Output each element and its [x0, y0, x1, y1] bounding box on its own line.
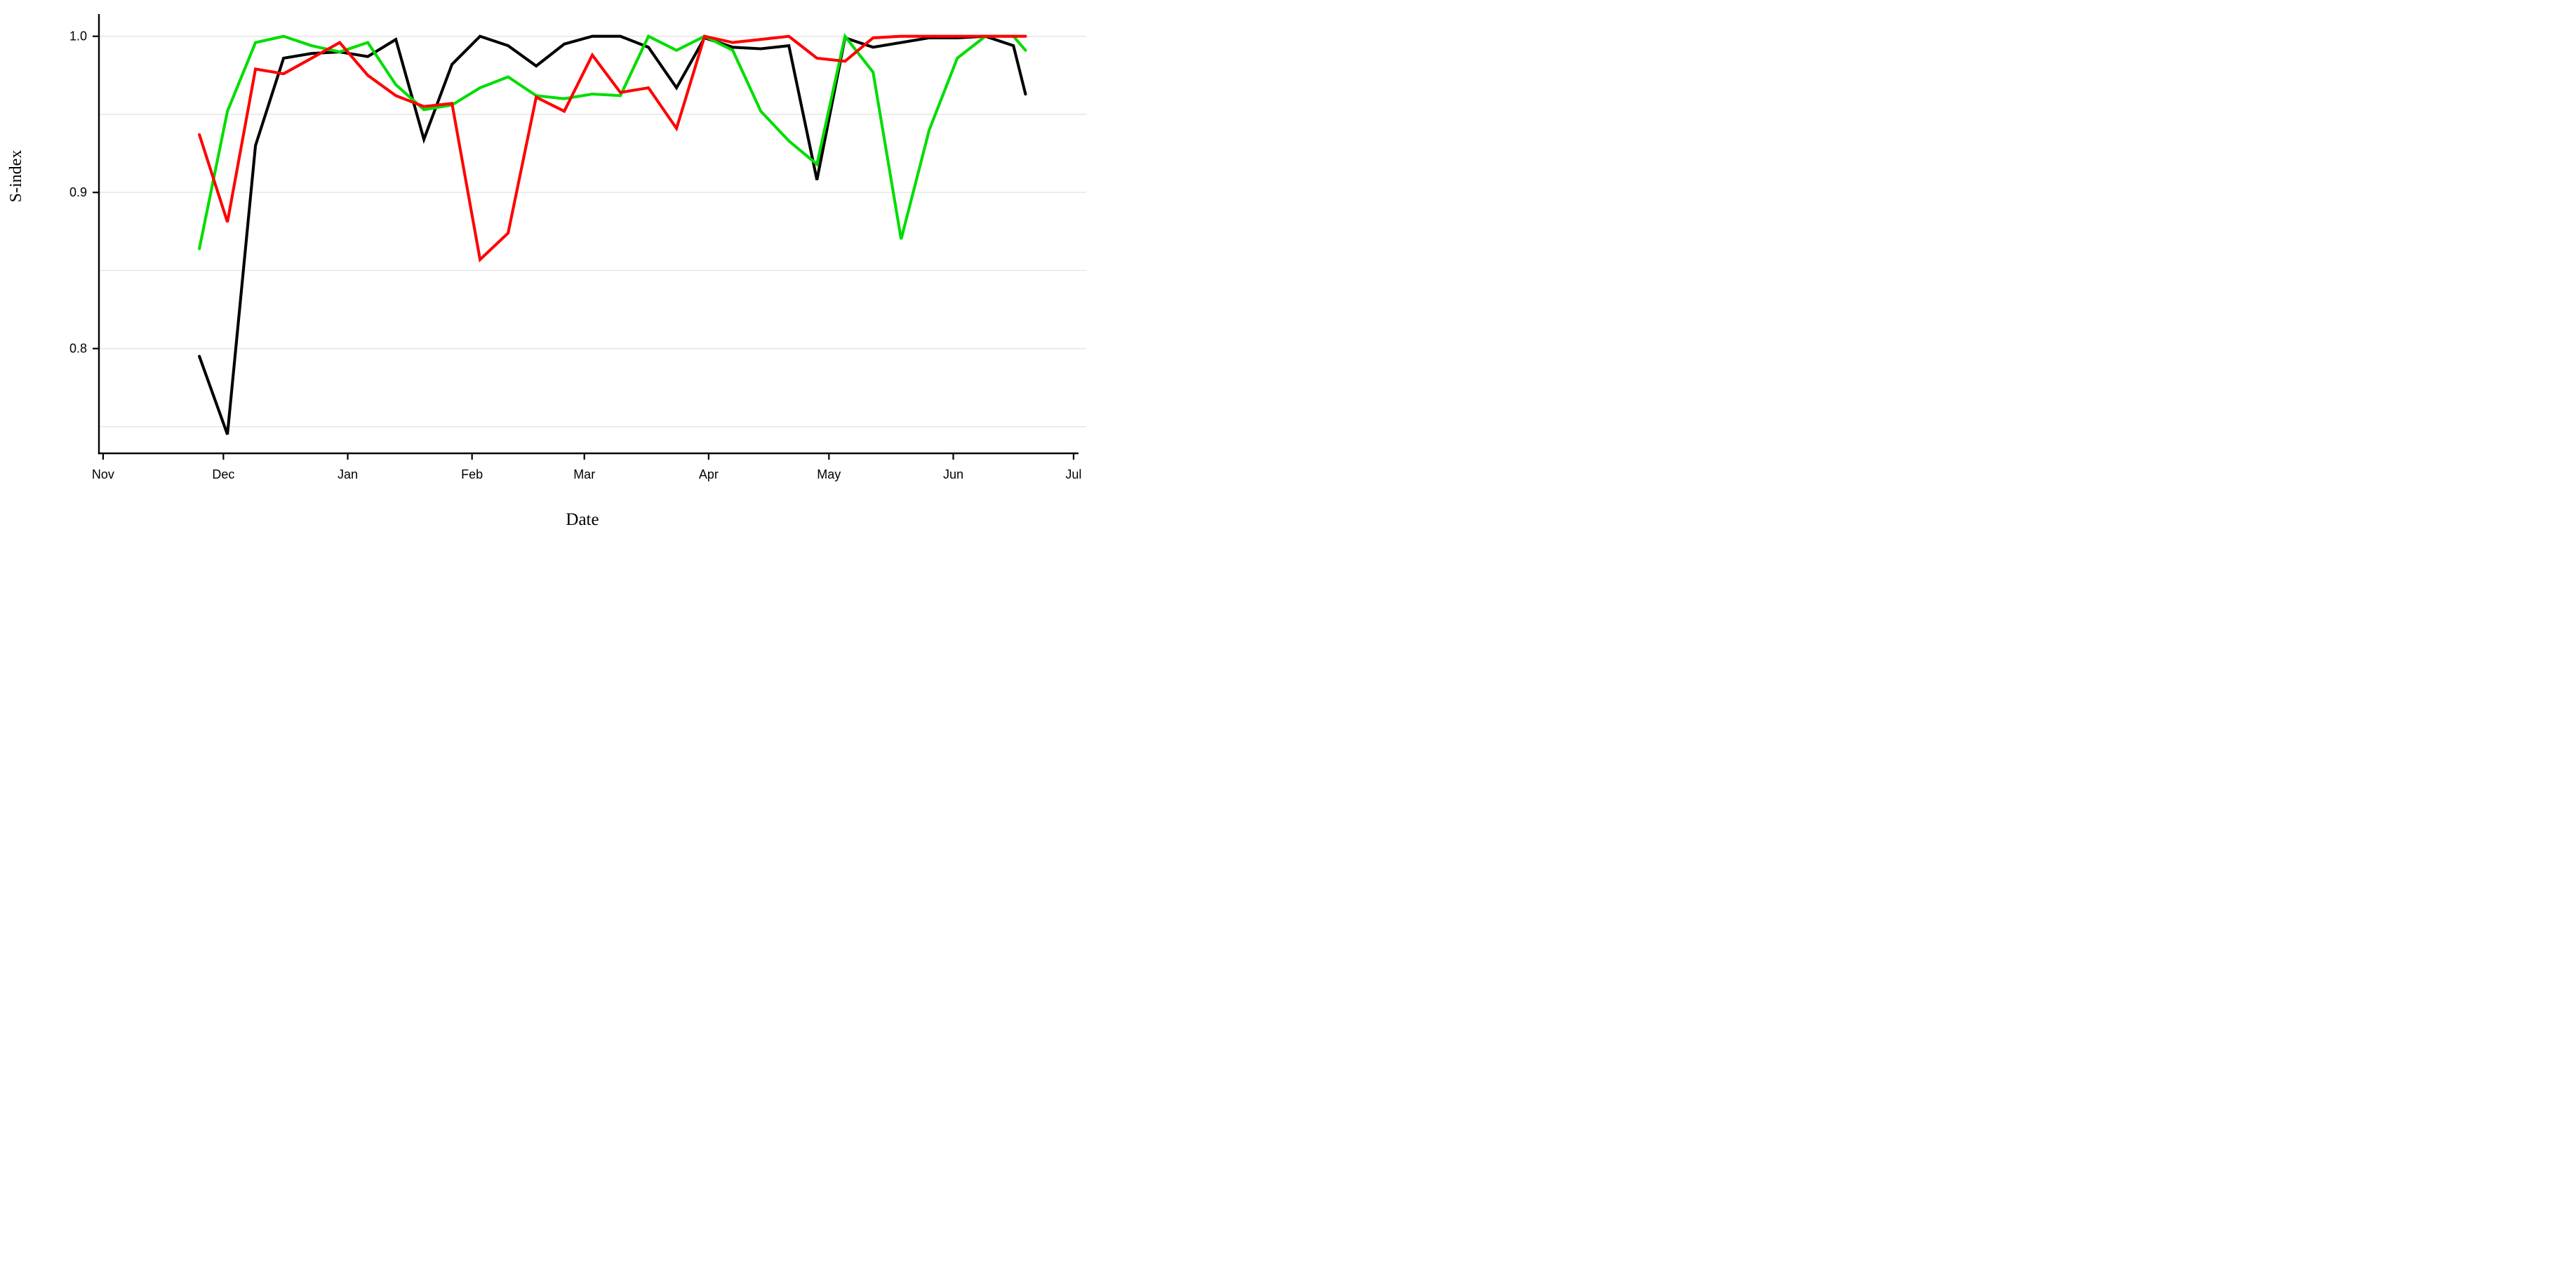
- y-axis-title: S-index: [7, 150, 25, 203]
- tick-marks: [93, 35, 1075, 460]
- x-tick-label: Apr: [699, 467, 719, 481]
- x-tick-label: Jul: [1065, 467, 1081, 481]
- line-chart: 1.0 0.9 0.8 Nov Dec Jan Feb Mar Apr May Jun Jul S-i…: [0, 0, 1100, 544]
- series-lines: [198, 33, 1027, 435]
- series-line-red: [198, 34, 1027, 262]
- x-axis-title: Date: [566, 510, 599, 529]
- x-tick-label: Feb: [461, 467, 483, 481]
- chart-canvas: 1.0 0.9 0.8 Nov Dec Jan Feb Mar Apr May Jun Jul S-i…: [7, 14, 1086, 529]
- x-tick-label: Dec: [212, 467, 234, 481]
- x-tick-label: Nov: [92, 467, 114, 481]
- tick-labels: 1.0 0.9 0.8 Nov Dec Jan Feb Mar Apr May Jun Jul: [69, 29, 1081, 481]
- y-tick-label: 1.0: [69, 29, 87, 44]
- series-line-green: [198, 33, 1027, 251]
- axes: [98, 14, 1079, 455]
- y-tick-label: 0.8: [69, 342, 87, 356]
- x-tick-label: May: [817, 467, 841, 481]
- y-tick-label: 0.9: [69, 185, 87, 199]
- x-tick-label: Jun: [943, 467, 963, 481]
- x-tick-label: Mar: [573, 467, 595, 481]
- x-tick-label: Jan: [338, 467, 358, 481]
